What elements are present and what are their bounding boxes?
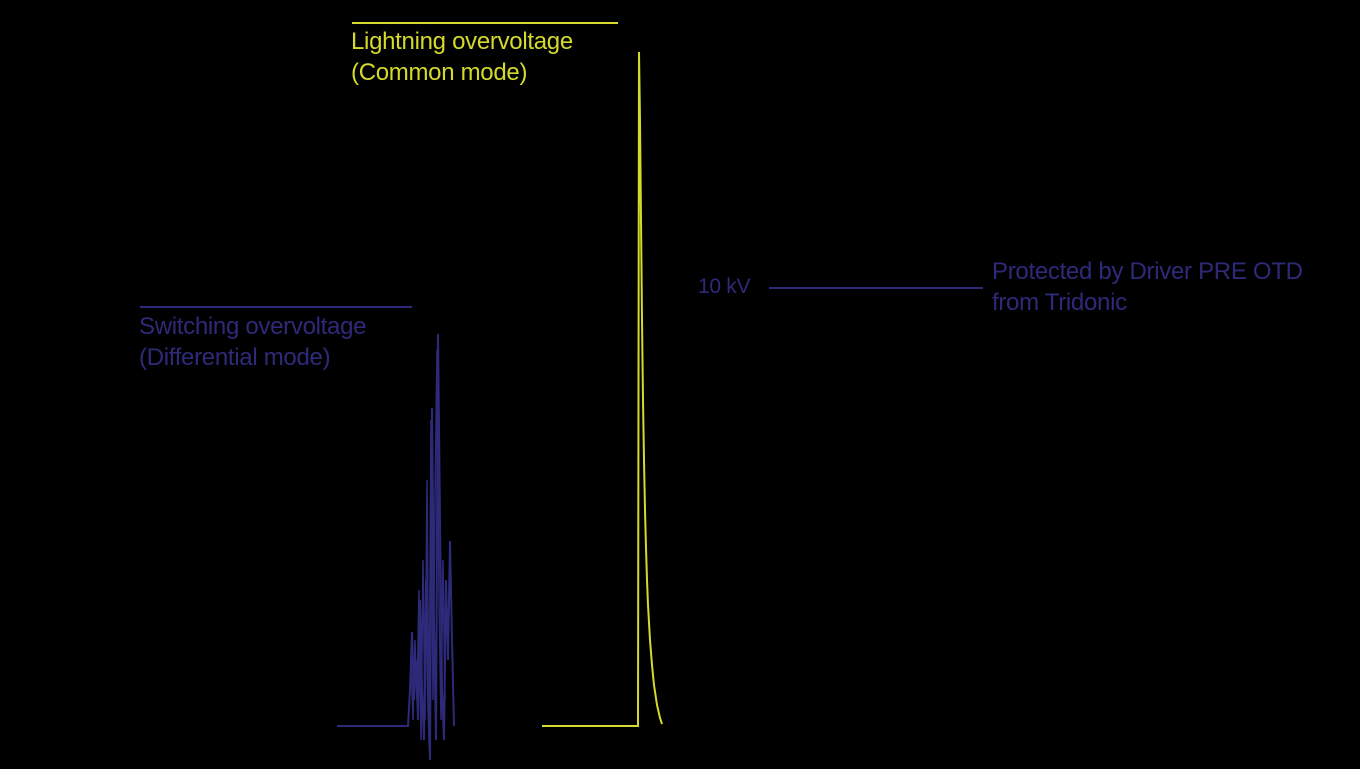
switching-waveform-inner	[410, 349, 446, 746]
protection-level-line	[769, 287, 983, 289]
lightning-label-mode: (Common mode)	[351, 59, 528, 86]
voltage-level-label: 10 kV	[698, 275, 751, 298]
protection-label: Protected by Driver PRE OTD from Tridoni…	[992, 256, 1303, 318]
lightning-label: Lightning overvoltage (Common mode)	[351, 26, 573, 88]
switching-label: Switching overvoltage (Differential mode…	[139, 311, 366, 373]
protection-label-line1: Protected by Driver PRE OTD	[992, 258, 1303, 285]
protection-label-line2: from Tridonic	[992, 289, 1127, 316]
switching-label-rule	[140, 306, 412, 308]
lightning-label-rule	[352, 22, 618, 24]
lightning-waveform	[542, 51, 663, 727]
lightning-label-title: Lightning overvoltage	[351, 28, 573, 55]
switching-label-mode: (Differential mode)	[139, 344, 331, 371]
switching-label-title: Switching overvoltage	[139, 313, 367, 340]
